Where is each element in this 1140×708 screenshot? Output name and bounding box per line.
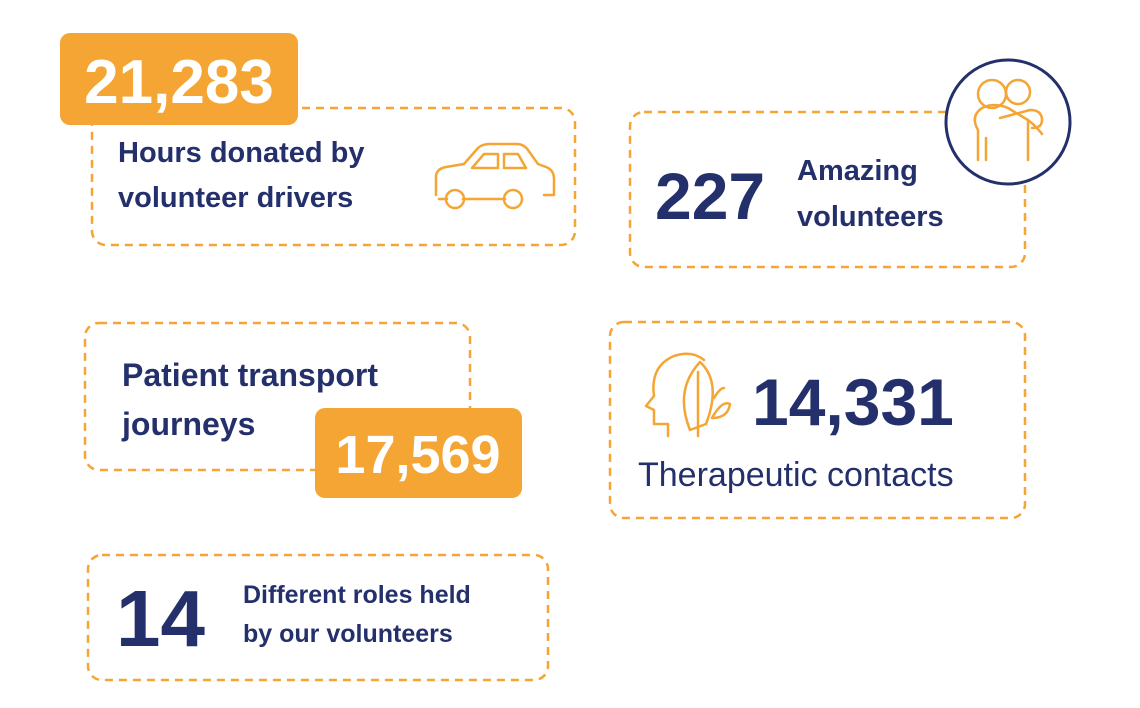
stat-label: by our volunteers — [243, 620, 453, 648]
card-border — [608, 320, 1027, 520]
stat-label: journeys — [121, 406, 255, 442]
hug-icon — [973, 78, 1044, 162]
card-border — [628, 110, 1027, 269]
value-badge — [315, 408, 522, 498]
stat-value: 14 — [116, 574, 205, 663]
stat-label: Therapeutic contacts — [638, 456, 954, 494]
stat-label: Amazing — [797, 155, 918, 187]
stat-value: 21,283 — [84, 48, 274, 117]
icon-circle — [944, 58, 1072, 186]
car-icon — [434, 142, 556, 210]
stat-value: 14,331 — [752, 365, 954, 439]
stat-label: Patient transport — [122, 357, 378, 393]
stat-value: 227 — [655, 159, 765, 233]
stat-label: Hours donated by — [118, 137, 365, 169]
card-border — [90, 106, 577, 247]
stat-value: 17,569 — [335, 425, 500, 485]
head-leaf-icon — [644, 352, 732, 438]
value-badge — [60, 33, 298, 125]
card-border — [86, 553, 550, 682]
card-border — [83, 321, 472, 472]
stat-label: volunteers — [797, 201, 944, 233]
stat-label: Different roles held — [243, 581, 471, 609]
stat-label: volunteer drivers — [118, 182, 353, 214]
